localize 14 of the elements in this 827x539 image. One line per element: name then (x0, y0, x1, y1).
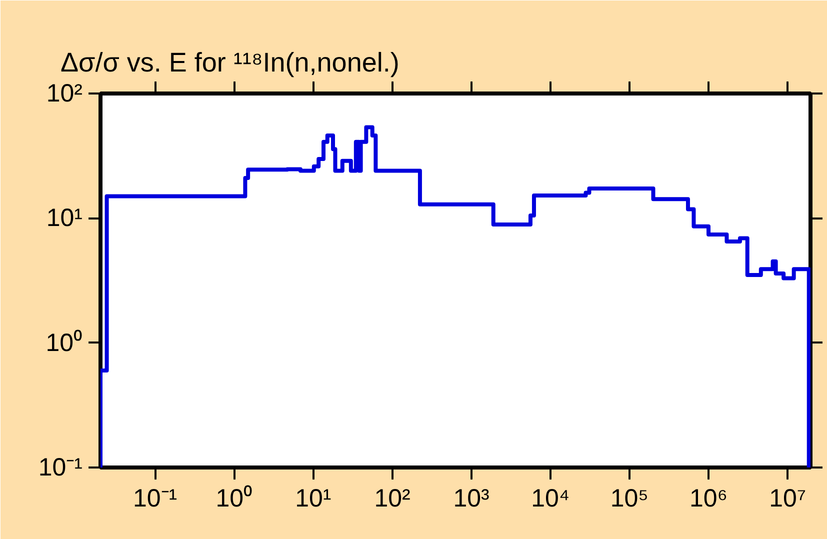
y-tick-label: 10⁻¹ (38, 454, 83, 482)
y-tick-label: 10² (46, 80, 83, 108)
y-tick-label: 10¹ (46, 204, 83, 232)
x-tick-label: 10⁰ (216, 484, 253, 512)
x-tick-label: 10⁶ (689, 484, 728, 512)
x-tick-label: 10⁵ (610, 484, 649, 512)
x-tick-label: 10³ (453, 484, 490, 512)
y-tick-label: 10⁰ (46, 328, 83, 357)
x-tick-label: 10⁻¹ (133, 484, 178, 512)
x-tick-label: 10⁷ (769, 484, 806, 512)
x-tick-label: 10⁴ (531, 484, 570, 512)
chart-title: Δσ/σ vs. E for ¹¹⁸In(n,nonel.) (60, 48, 400, 78)
x-tick-label: 10¹ (295, 484, 332, 512)
x-tick-label: 10² (374, 484, 410, 512)
